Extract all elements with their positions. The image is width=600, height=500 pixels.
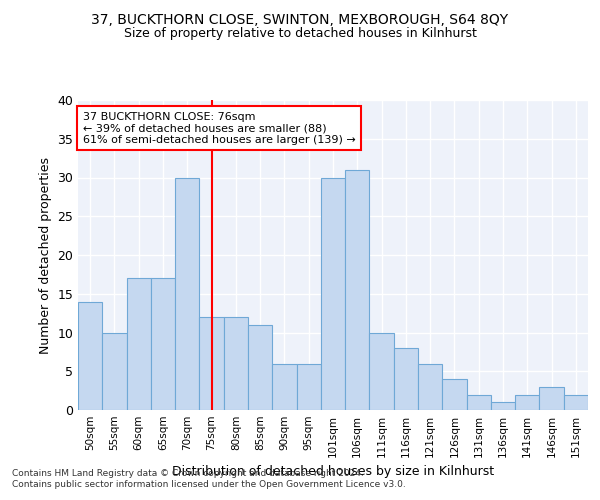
Bar [199, 317, 224, 410]
Bar [515, 394, 539, 410]
Text: Size of property relative to detached houses in Kilnhurst: Size of property relative to detached ho… [124, 28, 476, 40]
Bar [248, 325, 272, 410]
Y-axis label: Number of detached properties: Number of detached properties [39, 156, 52, 354]
Bar [272, 364, 296, 410]
Bar [296, 364, 321, 410]
Bar [539, 387, 564, 410]
Bar [564, 394, 588, 410]
Bar [127, 278, 151, 410]
Bar [78, 302, 102, 410]
X-axis label: Distribution of detached houses by size in Kilnhurst: Distribution of detached houses by size … [172, 466, 494, 478]
Text: Contains HM Land Registry data © Crown copyright and database right 2024.: Contains HM Land Registry data © Crown c… [12, 468, 364, 477]
Bar [321, 178, 345, 410]
Bar [175, 178, 199, 410]
Bar [491, 402, 515, 410]
Bar [442, 379, 467, 410]
Bar [467, 394, 491, 410]
Bar [370, 332, 394, 410]
Bar [102, 332, 127, 410]
Bar [224, 317, 248, 410]
Text: 37 BUCKTHORN CLOSE: 76sqm
← 39% of detached houses are smaller (88)
61% of semi-: 37 BUCKTHORN CLOSE: 76sqm ← 39% of detac… [83, 112, 356, 145]
Text: 37, BUCKTHORN CLOSE, SWINTON, MEXBOROUGH, S64 8QY: 37, BUCKTHORN CLOSE, SWINTON, MEXBOROUGH… [91, 12, 509, 26]
Bar [151, 278, 175, 410]
Bar [345, 170, 370, 410]
Bar [394, 348, 418, 410]
Text: Contains public sector information licensed under the Open Government Licence v3: Contains public sector information licen… [12, 480, 406, 489]
Bar [418, 364, 442, 410]
